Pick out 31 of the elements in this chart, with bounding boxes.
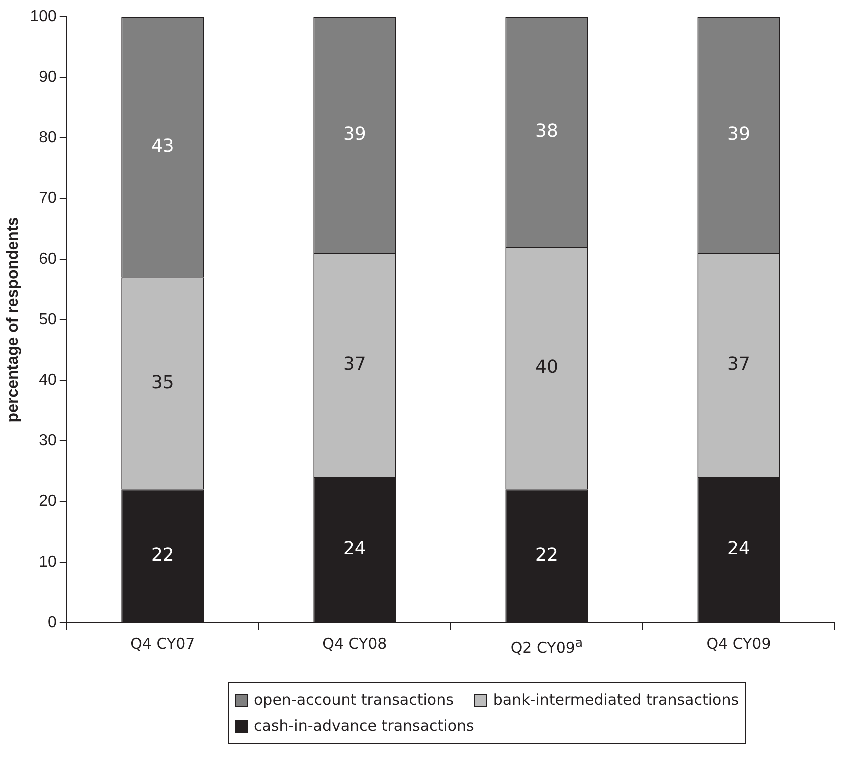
data-label: 24 — [728, 538, 750, 560]
data-label: 38 — [536, 120, 558, 142]
data-label: 40 — [536, 357, 558, 378]
x-tick-label: Q2 CY09$^{a}$ — [510, 635, 584, 657]
y-tick-label: 50 — [39, 311, 57, 328]
x-tick-label: Q4 CY09 — [706, 635, 772, 653]
y-tick-label: 80 — [39, 130, 57, 147]
x-tick-label: Q4 CY07 — [130, 635, 196, 653]
y-tick-label: 90 — [39, 69, 57, 86]
x-tick-label: Q4 CY08 — [322, 635, 388, 653]
data-label: 37 — [343, 354, 366, 376]
y-tick-label: 0 — [48, 614, 57, 632]
legend-label: bank-intermediated transactions — [493, 691, 740, 709]
y-tick-label: 70 — [39, 190, 57, 208]
legend-label: open-account transactions — [254, 691, 454, 709]
data-label: 22 — [536, 544, 558, 566]
data-label: 39 — [343, 124, 366, 145]
y-tick-label: 30 — [39, 432, 57, 450]
data-label: 39 — [728, 124, 750, 145]
y-tick-label: 60 — [39, 250, 57, 268]
data-label: 22 — [151, 544, 174, 566]
y-tick-label: 40 — [39, 372, 57, 390]
data-label: 24 — [343, 538, 366, 560]
y-tick-label: 100 — [30, 8, 57, 26]
y-axis-title: percentage of respondents — [5, 217, 22, 423]
data-label: 37 — [728, 354, 750, 376]
y-tick-label: 20 — [39, 493, 57, 510]
y-tick-label: 10 — [39, 554, 57, 571]
legend-label: cash-in-advance transactions — [254, 717, 474, 735]
data-label: 35 — [151, 372, 174, 394]
data-label: 43 — [151, 136, 174, 157]
